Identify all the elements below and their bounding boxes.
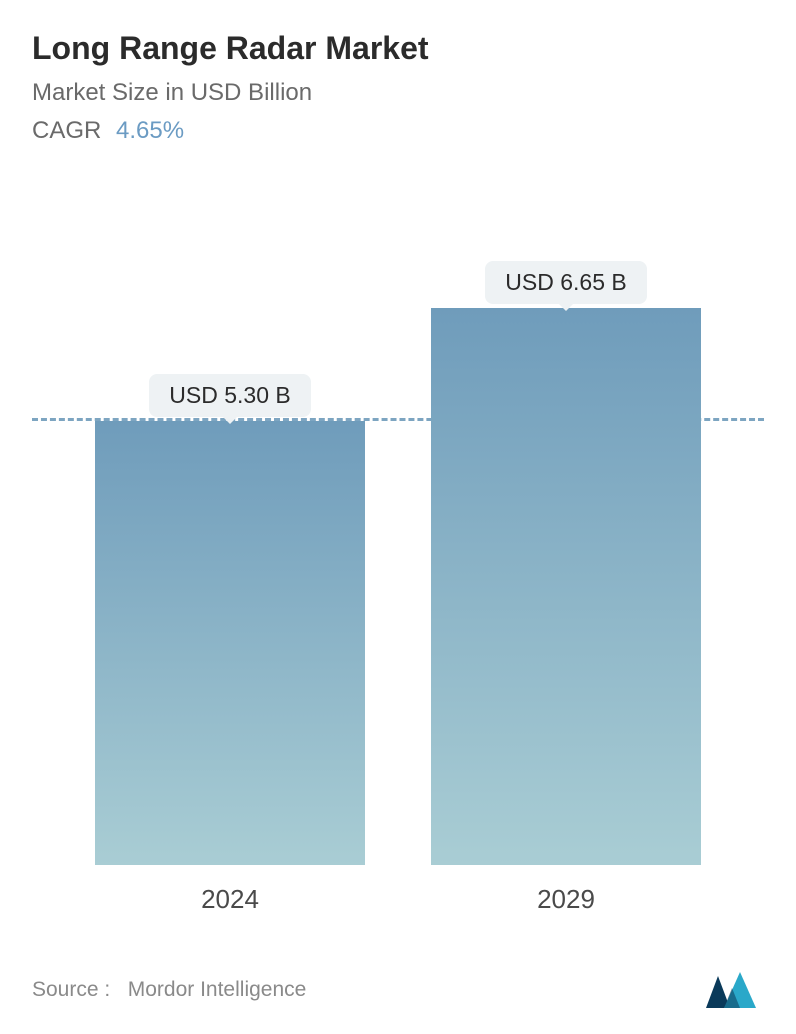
chart-title: Long Range Radar Market xyxy=(32,30,764,67)
footer: Source : Mordor Intelligence xyxy=(32,970,764,1010)
x-axis-labels: 2024 2029 xyxy=(32,884,764,915)
bar-group-1: USD 6.65 B xyxy=(431,261,701,865)
source-text: Source : Mordor Intelligence xyxy=(32,978,306,1002)
value-badge-1: USD 6.65 B xyxy=(485,261,646,304)
source-name: Mordor Intelligence xyxy=(128,978,307,1001)
chart-area: USD 5.30 B USD 6.65 B 2024 2029 xyxy=(32,195,764,915)
bar-group-0: USD 5.30 B xyxy=(95,374,365,865)
bar-1 xyxy=(431,308,701,865)
source-label: Source : xyxy=(32,978,110,1001)
bar-0 xyxy=(95,421,365,865)
cagr-value: 4.65% xyxy=(116,117,184,144)
bars-row: USD 5.30 B USD 6.65 B xyxy=(32,195,764,865)
x-label-1: 2029 xyxy=(431,884,701,915)
cagr-row: CAGR 4.65% xyxy=(32,117,764,145)
cagr-label: CAGR xyxy=(32,117,101,144)
chart-subtitle: Market Size in USD Billion xyxy=(32,79,764,107)
value-badge-0: USD 5.30 B xyxy=(149,374,310,417)
mordor-logo-icon xyxy=(704,970,764,1010)
x-label-0: 2024 xyxy=(95,884,365,915)
